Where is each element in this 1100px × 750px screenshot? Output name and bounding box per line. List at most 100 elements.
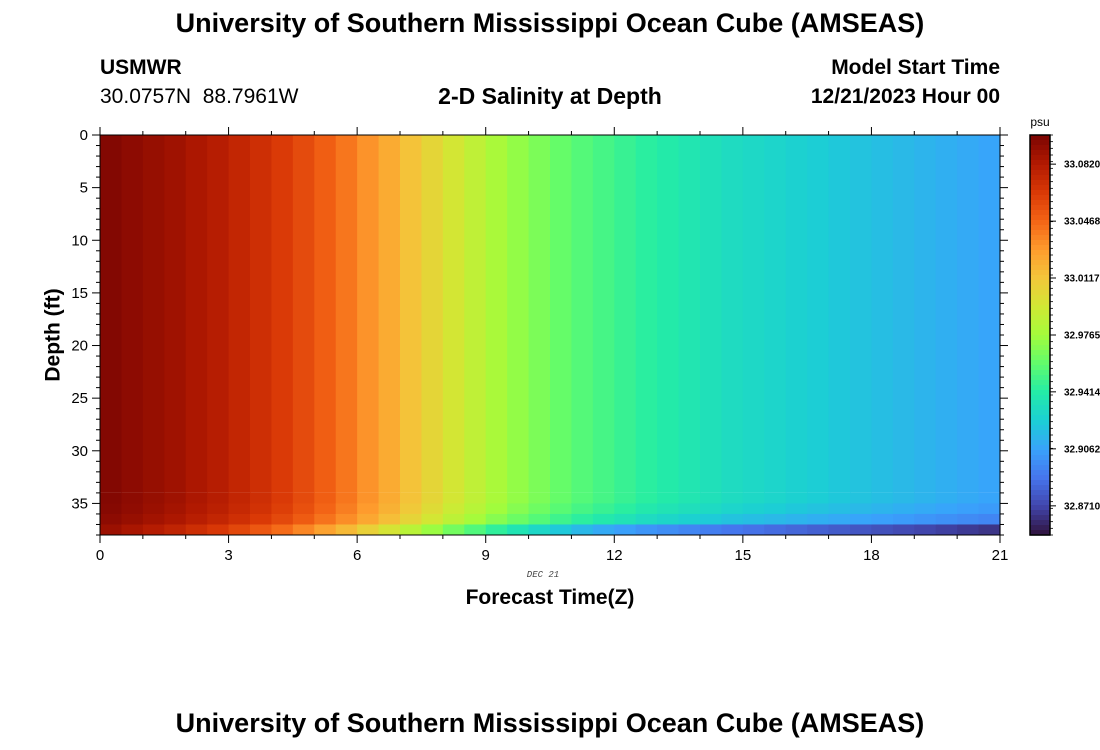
heatmap-cell (292, 503, 315, 515)
heatmap-cell (807, 513, 830, 525)
colorbar-swatch (1030, 385, 1050, 391)
chart-title: University of Southern Mississippi Ocean… (175, 8, 925, 38)
heatmap-cell (892, 524, 915, 536)
colorbar-swatch (1030, 380, 1050, 386)
heatmap-cell (121, 524, 144, 536)
colorbar-swatch (1030, 510, 1050, 516)
heatmap-cell (100, 492, 123, 504)
colorbar-swatch (1030, 375, 1050, 381)
heatmap-cell (164, 513, 187, 525)
heatmap-cell (850, 524, 873, 536)
y-tick-label: 20 (71, 338, 88, 355)
heatmap-cell (721, 503, 744, 515)
heatmap-cell (485, 513, 508, 525)
colorbar-swatch (1030, 505, 1050, 511)
heatmap-cell (357, 524, 380, 536)
heatmap-cell (957, 503, 980, 515)
heatmap-cell (721, 492, 744, 504)
x-tick-label: 9 (482, 547, 490, 564)
heatmap-cell (378, 513, 401, 525)
heatmap-cell (507, 135, 530, 493)
heatmap-cell (528, 492, 551, 504)
heatmap-cell (571, 513, 594, 525)
heatmap-cell (914, 492, 937, 504)
colorbar-swatch (1030, 140, 1050, 146)
heatmap-cell (185, 524, 208, 536)
heatmap-cell (400, 503, 423, 515)
heatmap-cell (592, 492, 615, 504)
heatmap-cell (207, 513, 230, 525)
heatmap-cell (678, 135, 701, 493)
colorbar-unit: psu (1030, 115, 1049, 129)
colorbar-swatch (1030, 230, 1050, 236)
y-tick-label: 5 (80, 180, 88, 197)
heatmap-cell (571, 503, 594, 515)
colorbar-swatch (1030, 295, 1050, 301)
heatmap-cell (764, 135, 787, 493)
heatmap-cell (100, 135, 123, 493)
colorbar-swatch (1030, 300, 1050, 306)
heatmap-cell (207, 492, 230, 504)
heatmap-cell (100, 503, 123, 515)
y-tick-label: 35 (71, 495, 88, 512)
colorbar-swatch (1030, 520, 1050, 526)
x-axis: 0 3 6 9 12 15 18 21 (96, 127, 1008, 564)
heatmap-cell (164, 135, 187, 493)
heatmap-cell (550, 524, 573, 536)
heatmap-cell (250, 524, 273, 536)
heatmap-cell (142, 492, 165, 504)
heatmap-cell (142, 524, 165, 536)
heatmap-cell (121, 513, 144, 525)
heatmap-cell (400, 492, 423, 504)
heatmap-cell (871, 513, 894, 525)
y-tick-label: 30 (71, 443, 88, 460)
heatmap-cell (721, 524, 744, 536)
heatmap-cell (657, 513, 680, 525)
heatmap-cell (764, 503, 787, 515)
heatmap-cell (314, 492, 337, 504)
model-start-value: 12/21/2023 Hour 00 (810, 85, 1000, 108)
heatmap-cell (828, 503, 851, 515)
heatmap-cell (978, 524, 1001, 536)
y-tick-label: 10 (71, 232, 88, 249)
colorbar-swatch (1030, 435, 1050, 441)
heatmap-cell (657, 524, 680, 536)
heatmap-cell (935, 135, 958, 493)
heatmap-cell (614, 503, 637, 515)
heatmap-cell (250, 492, 273, 504)
heatmap-cell (871, 135, 894, 493)
heatmap-cell (592, 513, 615, 525)
heatmap-cell (357, 513, 380, 525)
heatmap-cell (935, 492, 958, 504)
colorbar-label: 33.0820 (1064, 160, 1100, 171)
x-tick-label: 15 (735, 547, 752, 564)
heatmap-cell (550, 503, 573, 515)
colorbar-swatch (1030, 350, 1050, 356)
colorbar-swatch (1030, 340, 1050, 346)
y-tick-label: 15 (71, 285, 88, 302)
heatmap-cell (228, 135, 251, 493)
heatmap-cell (400, 524, 423, 536)
heatmap-cell (657, 135, 680, 493)
colorbar-swatch (1030, 390, 1050, 396)
colorbar-swatch (1030, 405, 1050, 411)
heatmap-cell (914, 524, 937, 536)
heatmap-cell (914, 513, 937, 525)
colorbar-swatch (1030, 175, 1050, 181)
y-tick-label: 25 (71, 390, 88, 407)
heatmap-cell (378, 503, 401, 515)
y-tick-label: 0 (80, 127, 88, 144)
colorbar-swatch (1030, 525, 1050, 531)
colorbar-swatch (1030, 430, 1050, 436)
heatmap-cell (292, 524, 315, 536)
heatmap-cell (571, 492, 594, 504)
heatmap-cell (807, 503, 830, 515)
colorbar-swatch (1030, 495, 1050, 501)
heatmap-cell (828, 524, 851, 536)
heatmap-cell (421, 513, 444, 525)
heatmap-cell (614, 135, 637, 493)
heatmap-cell (485, 524, 508, 536)
heatmap-cell (207, 524, 230, 536)
colorbar-swatch (1030, 250, 1050, 256)
colorbar-swatch (1030, 145, 1050, 151)
